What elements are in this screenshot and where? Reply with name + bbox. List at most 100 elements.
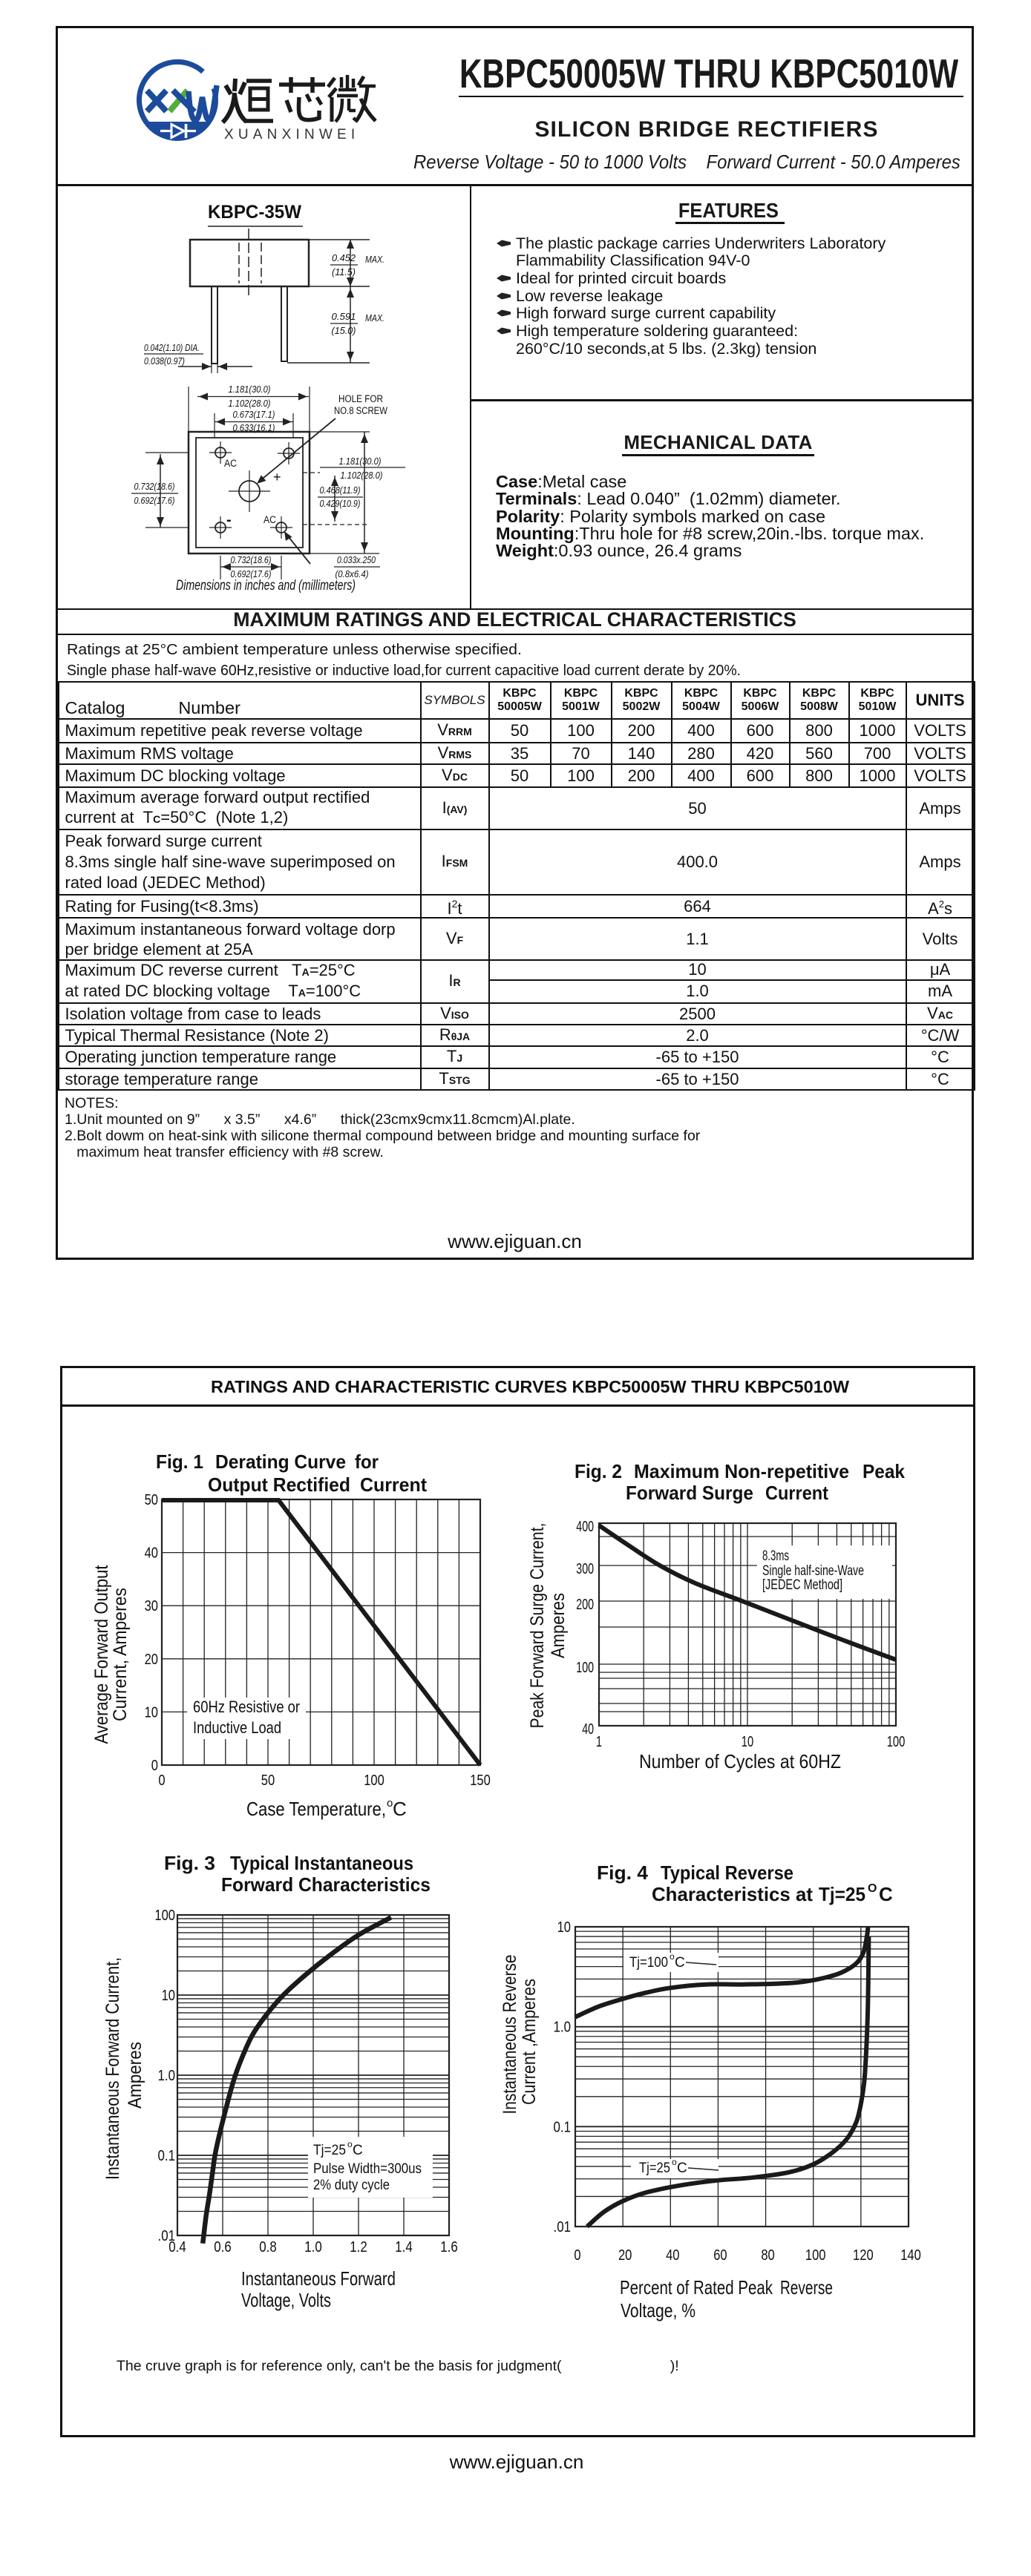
svg-text:120: 120 bbox=[853, 2247, 874, 2264]
svg-text:Peak: Peak bbox=[863, 1460, 905, 1482]
svg-text:o: o bbox=[672, 2157, 677, 2167]
svg-text:Forward Surge: Forward Surge bbox=[626, 1482, 753, 1504]
svg-text:0.1: 0.1 bbox=[158, 2148, 176, 2164]
svg-text:0.692(17.6): 0.692(17.6) bbox=[231, 568, 272, 579]
svg-text:1.6: 1.6 bbox=[440, 2239, 458, 2255]
svg-text:AC: AC bbox=[224, 458, 237, 469]
svg-text:Current, Amperes: Current, Amperes bbox=[110, 1588, 131, 1721]
svg-text:Dimensions in inches and (mill: Dimensions in inches and (millimeters) bbox=[176, 578, 356, 594]
svg-text:0.1: 0.1 bbox=[554, 2119, 572, 2135]
svg-text:0.033x.250: 0.033x.250 bbox=[337, 554, 376, 565]
svg-text:0.452: 0.452 bbox=[332, 252, 356, 263]
svg-text:C: C bbox=[675, 1955, 685, 1971]
svg-text:0.633(16.1): 0.633(16.1) bbox=[233, 422, 275, 433]
svg-text:10: 10 bbox=[145, 1704, 158, 1721]
svg-text:20: 20 bbox=[618, 2247, 632, 2264]
svg-text:MAX.: MAX. bbox=[365, 312, 384, 323]
svg-text:1.0: 1.0 bbox=[304, 2239, 322, 2255]
svg-text:Voltage, %: Voltage, % bbox=[621, 2299, 695, 2322]
svg-text:-: - bbox=[226, 512, 232, 528]
svg-text:150: 150 bbox=[470, 1772, 491, 1789]
svg-text:C: C bbox=[677, 2161, 687, 2176]
svg-text:C: C bbox=[879, 1883, 893, 1905]
svg-text:HOLE FOR: HOLE FOR bbox=[338, 393, 383, 404]
svg-text:+: + bbox=[273, 470, 281, 484]
svg-text:Amperes: Amperes bbox=[125, 2042, 145, 2109]
svg-text:0.038(0.97): 0.038(0.97) bbox=[144, 355, 185, 367]
svg-text:0.732(18.6): 0.732(18.6) bbox=[134, 481, 175, 492]
svg-text:Average Forward Output: Average Forward Output bbox=[91, 1565, 112, 1744]
svg-text:NO.8 SCREW: NO.8 SCREW bbox=[334, 405, 387, 416]
svg-text:140: 140 bbox=[900, 2247, 921, 2264]
svg-text:Fig. 4: Fig. 4 bbox=[597, 1862, 649, 1884]
svg-text:Derating Curve: Derating Curve bbox=[215, 1450, 346, 1473]
svg-text:50: 50 bbox=[145, 1492, 158, 1508]
svg-text:100: 100 bbox=[887, 1734, 906, 1750]
svg-text:60: 60 bbox=[713, 2247, 727, 2264]
svg-text:1.181(30.0): 1.181(30.0) bbox=[229, 384, 271, 395]
svg-text:10: 10 bbox=[162, 1988, 175, 2004]
svg-text:0.4: 0.4 bbox=[168, 2239, 186, 2255]
svg-text:C: C bbox=[353, 2143, 363, 2158]
svg-text:Single half-sine-Wave: Single half-sine-Wave bbox=[762, 1563, 864, 1579]
svg-text:(0.8x6.4): (0.8x6.4) bbox=[336, 568, 369, 579]
svg-text:(15.0): (15.0) bbox=[332, 325, 356, 336]
svg-text:20: 20 bbox=[145, 1652, 158, 1668]
svg-text:Current: Current bbox=[765, 1482, 828, 1504]
svg-text:0.042(1.10) DIA.: 0.042(1.10) DIA. bbox=[144, 342, 200, 353]
svg-text:0: 0 bbox=[574, 2247, 580, 2264]
svg-text:o: o bbox=[670, 1951, 675, 1962]
svg-text:0.591: 0.591 bbox=[332, 311, 356, 322]
svg-text:.01: .01 bbox=[158, 2228, 176, 2244]
svg-text:C: C bbox=[393, 1798, 407, 1820]
svg-text:Reverse: Reverse bbox=[780, 2276, 833, 2299]
svg-text:Amperes: Amperes bbox=[548, 1593, 569, 1658]
svg-text:1.2: 1.2 bbox=[350, 2239, 367, 2255]
svg-text:Tj=100: Tj=100 bbox=[629, 1955, 668, 1971]
svg-text:Typical Instantaneous: Typical Instantaneous bbox=[230, 1852, 413, 1874]
svg-text:0.673(17.1): 0.673(17.1) bbox=[233, 409, 275, 420]
svg-text:10: 10 bbox=[557, 1919, 571, 1936]
svg-text:Characteristics at: Characteristics at bbox=[652, 1883, 813, 1905]
svg-text:Pulse Width=300us: Pulse Width=300us bbox=[313, 2161, 422, 2177]
svg-text:Percent of Rated Peak: Percent of Rated Peak bbox=[620, 2276, 773, 2299]
svg-text:200: 200 bbox=[576, 1597, 594, 1613]
svg-text:Instantaneous Reverse: Instantaneous Reverse bbox=[500, 1955, 520, 2115]
svg-text:0.468(11.9): 0.468(11.9) bbox=[320, 484, 361, 496]
svg-text:1.102(28.0): 1.102(28.0) bbox=[229, 398, 271, 409]
svg-text:1.0: 1.0 bbox=[158, 2068, 176, 2084]
svg-text:Instantaneous Forward Current,: Instantaneous Forward Current, bbox=[102, 1957, 123, 2180]
svg-text:100: 100 bbox=[576, 1660, 594, 1676]
svg-text:Tj=25: Tj=25 bbox=[819, 1883, 865, 1905]
svg-text:40: 40 bbox=[666, 2247, 679, 2264]
svg-text:0.429(10.9): 0.429(10.9) bbox=[320, 498, 361, 509]
svg-text:.01: .01 bbox=[554, 2219, 572, 2235]
svg-text:60Hz Resistive or: 60Hz Resistive or bbox=[193, 1698, 300, 1716]
svg-text:0: 0 bbox=[151, 1758, 158, 1774]
svg-text:AC: AC bbox=[264, 514, 276, 525]
svg-text:100: 100 bbox=[805, 2247, 826, 2264]
svg-text:O: O bbox=[868, 1882, 877, 1895]
svg-text:80: 80 bbox=[761, 2247, 774, 2264]
svg-text:Number of Cycles at 60HZ: Number of Cycles at 60HZ bbox=[639, 1750, 841, 1772]
svg-text:Case Temperature,: Case Temperature, bbox=[246, 1798, 386, 1820]
svg-text:Tj=25: Tj=25 bbox=[639, 2161, 670, 2176]
svg-text:1.0: 1.0 bbox=[554, 2020, 572, 2036]
svg-text:o: o bbox=[387, 1797, 393, 1810]
svg-text:1.4: 1.4 bbox=[395, 2239, 413, 2255]
svg-text:40: 40 bbox=[145, 1545, 158, 1562]
svg-text:1: 1 bbox=[596, 1734, 602, 1750]
svg-text:Forward Characteristics: Forward Characteristics bbox=[221, 1873, 431, 1896]
svg-text:0.8: 0.8 bbox=[259, 2239, 277, 2255]
svg-text:40: 40 bbox=[582, 1721, 594, 1738]
svg-text:(11.5): (11.5) bbox=[332, 266, 356, 277]
svg-text:300: 300 bbox=[576, 1561, 594, 1577]
svg-text:Output Rectified: Output Rectified bbox=[208, 1473, 350, 1496]
svg-text:Current ,Amperes: Current ,Amperes bbox=[519, 1979, 540, 2105]
svg-text:Voltage, Volts: Voltage, Volts bbox=[241, 2289, 331, 2311]
svg-text:Tj=25: Tj=25 bbox=[313, 2143, 346, 2158]
svg-text:Fig. 3: Fig. 3 bbox=[164, 1852, 215, 1874]
svg-text:[JEDEC Method]: [JEDEC Method] bbox=[762, 1577, 842, 1593]
svg-text:100: 100 bbox=[154, 1908, 175, 1924]
svg-text:2% duty cycle: 2% duty cycle bbox=[313, 2178, 390, 2193]
